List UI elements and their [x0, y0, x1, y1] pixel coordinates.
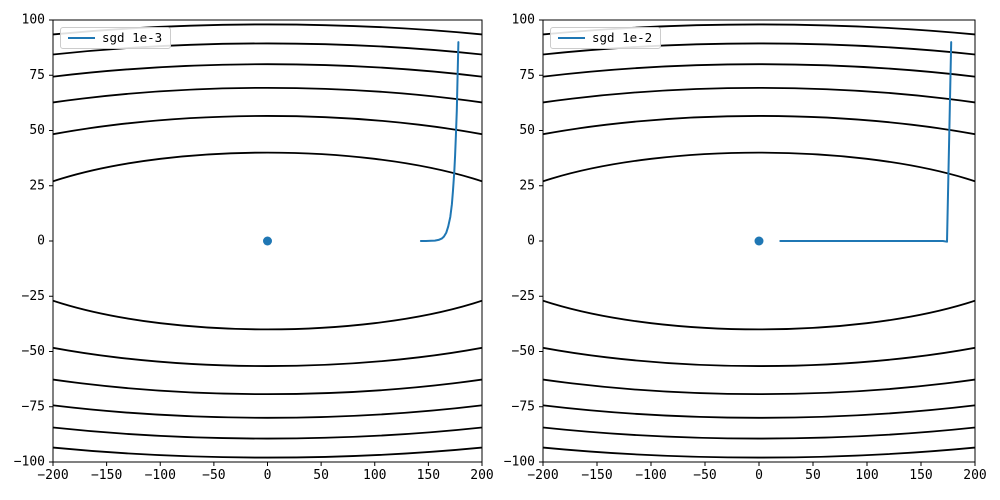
legend-sgd-1e-3: sgd 1e-3 [60, 27, 172, 49]
legend-label: sgd 1e-2 [592, 30, 653, 45]
x-tick-label: −50 [693, 468, 716, 483]
y-tick-label: −50 [512, 344, 535, 359]
contour-ellipse [53, 23, 482, 459]
y-tick-label: 50 [29, 123, 45, 138]
minimum-dot [754, 236, 764, 246]
contour-ellipse [53, 63, 482, 419]
contour-ellipse [543, 23, 975, 459]
x-tick-label: −200 [527, 468, 558, 483]
x-tick-label: 0 [264, 468, 272, 483]
y-tick-label: 75 [29, 68, 45, 83]
contour-ellipse [543, 63, 975, 419]
plot-area [53, 23, 482, 459]
x-tick-label: 50 [313, 468, 329, 483]
plot-area [543, 23, 975, 459]
contour-ellipse [53, 151, 482, 331]
y-tick-label: 50 [519, 123, 535, 138]
x-tick-label: −100 [635, 468, 666, 483]
y-tick-label: −100 [504, 455, 535, 470]
y-tick-label: −25 [512, 289, 535, 304]
contour-ellipse [53, 115, 482, 367]
y-tick-label: −100 [14, 455, 45, 470]
x-tick-label: −150 [91, 468, 122, 483]
y-tick-label: 75 [519, 68, 535, 83]
x-tick-label: −150 [581, 468, 612, 483]
y-tick-label: −50 [22, 344, 45, 359]
legend-label: sgd 1e-3 [102, 30, 163, 45]
y-tick-label: −25 [22, 289, 45, 304]
legend-sgd-1e-2: sgd 1e-2 [550, 27, 662, 49]
x-tick-label: 150 [417, 468, 440, 483]
x-tick-label: −50 [202, 468, 225, 483]
x-tick-label: 100 [363, 468, 386, 483]
y-tick-label: 0 [527, 234, 535, 249]
x-tick-label: 200 [470, 468, 493, 483]
contour-ellipse [53, 42, 482, 440]
x-tick-label: 200 [963, 468, 986, 483]
y-tick-label: −75 [512, 399, 535, 414]
contour-ellipse [543, 86, 975, 396]
subplot-right: −200 −150 −100 −50 0 50 100 150 200 100 75 50 25 0 −25… [504, 13, 987, 483]
legend-line-sample [68, 37, 95, 39]
sgd-trajectory [779, 41, 953, 243]
y-tick-label: −75 [22, 399, 45, 414]
x-tick-label: 150 [909, 468, 932, 483]
subplot-left: −200 −150 −100 −50 0 50 100 150 200 100 75 50 25 0 −25… [14, 13, 494, 483]
minimum-dot [263, 236, 272, 246]
x-tick-label: −200 [37, 468, 68, 483]
y-tick-label: 100 [22, 13, 45, 28]
y-tick-label: 25 [519, 178, 535, 193]
contour-ellipse [543, 115, 975, 367]
x-tick-label: 0 [755, 468, 763, 483]
y-tick-label: 0 [37, 234, 45, 249]
y-tick-label: 100 [512, 13, 535, 28]
contour-ellipse [543, 42, 975, 440]
y-tick-label: 25 [29, 178, 45, 193]
x-tick-label: 100 [855, 468, 878, 483]
sgd-trajectory [419, 41, 460, 242]
x-tick-label: −100 [145, 468, 176, 483]
contour-ellipse [53, 86, 482, 396]
legend-line-sample [558, 37, 585, 39]
contour-ellipse [543, 151, 975, 331]
x-tick-label: 50 [805, 468, 821, 483]
